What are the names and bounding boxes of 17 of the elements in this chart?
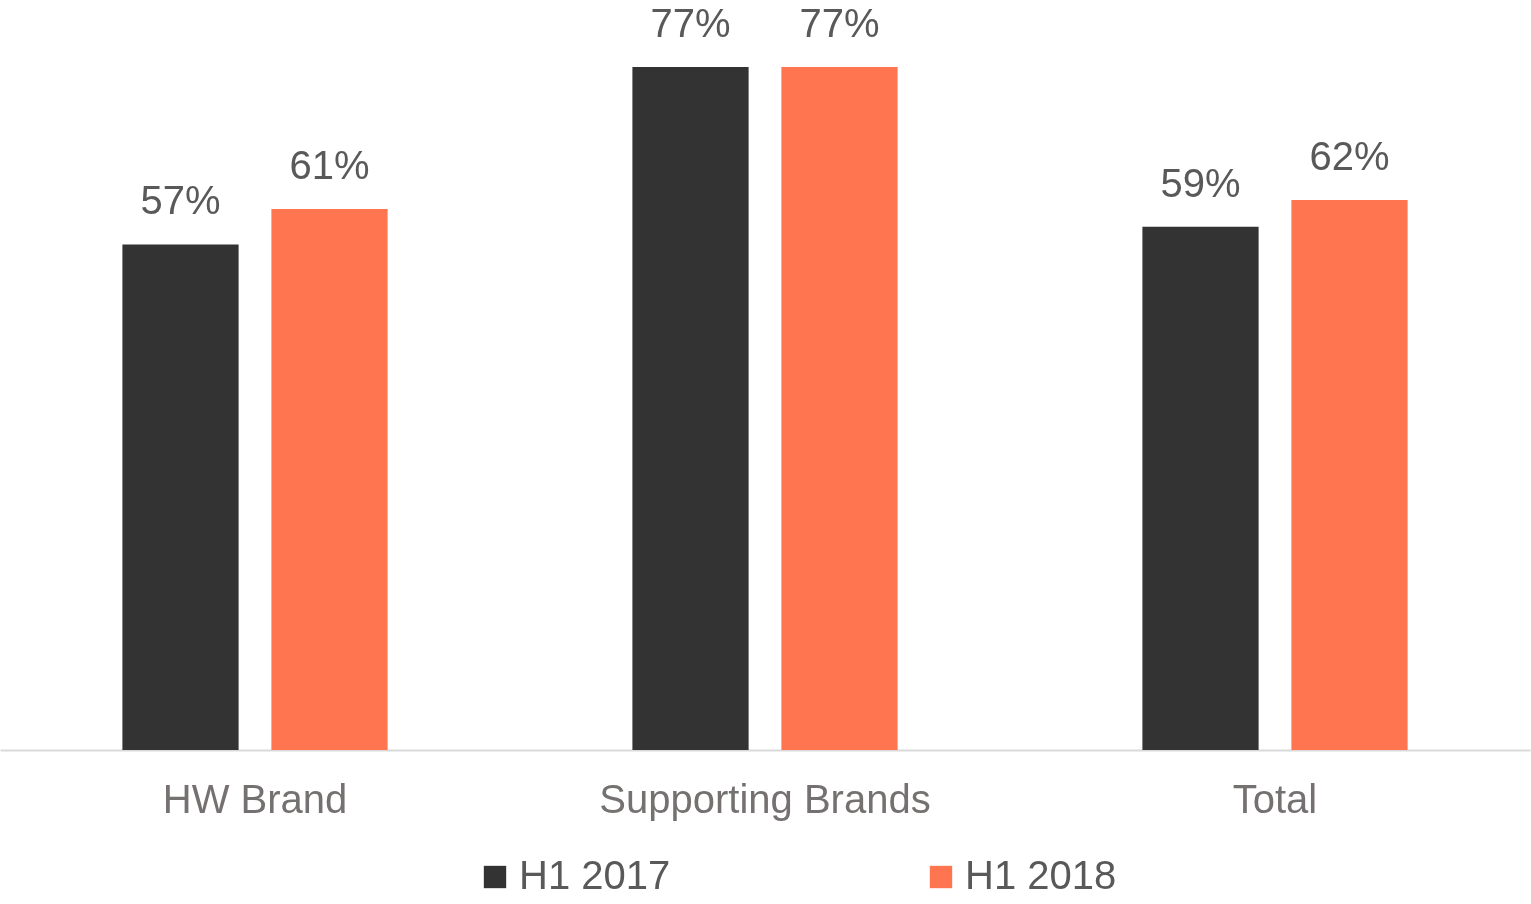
bar bbox=[271, 208, 388, 750]
x-tick-label: HW Brand bbox=[162, 776, 348, 821]
x-tick-label: Total bbox=[1232, 776, 1318, 821]
data-label: 57% bbox=[140, 178, 221, 223]
bar bbox=[1291, 200, 1408, 750]
data-label: 61% bbox=[289, 142, 370, 187]
legend-label: H1 2018 bbox=[965, 853, 1117, 897]
bar bbox=[1142, 226, 1259, 750]
data-label: 59% bbox=[1160, 160, 1241, 205]
data-label: 77% bbox=[799, 1, 880, 45]
x-tick-label: Supporting Brands bbox=[599, 776, 931, 821]
legend-label: H1 2017 bbox=[519, 853, 671, 897]
bar bbox=[632, 67, 749, 750]
bar bbox=[781, 67, 898, 750]
data-label: 77% bbox=[650, 1, 731, 45]
bar bbox=[122, 244, 239, 750]
data-label: 62% bbox=[1309, 134, 1390, 179]
